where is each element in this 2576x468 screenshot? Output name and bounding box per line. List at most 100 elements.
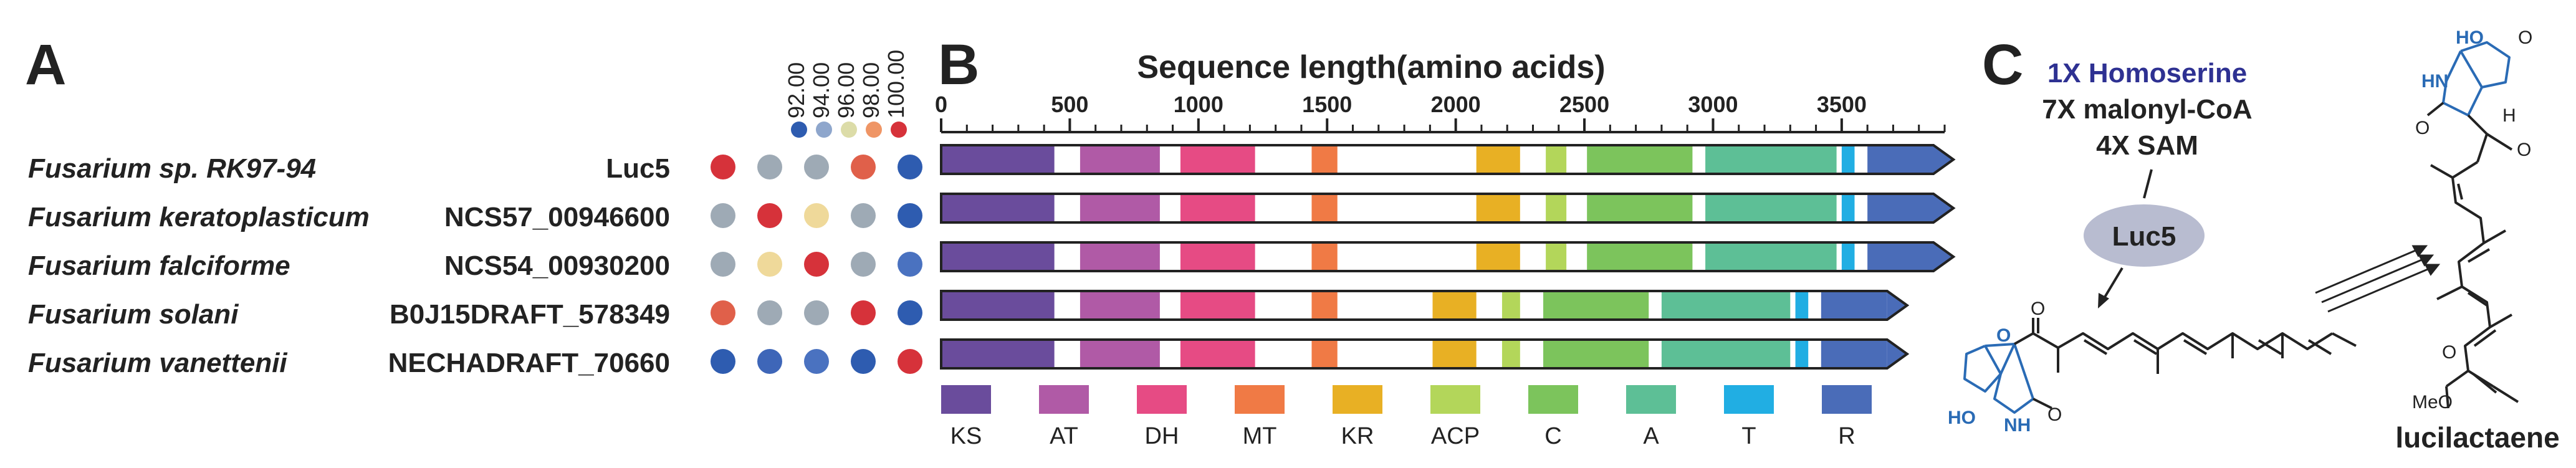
legend-label-mt: MT xyxy=(1243,423,1277,449)
atom-nh: NH xyxy=(2004,415,2031,436)
domain-acp xyxy=(1501,292,1520,318)
domain-t xyxy=(1841,195,1855,221)
legend-swatch-dh xyxy=(1137,385,1187,414)
domain-mt xyxy=(1311,244,1338,270)
protein-bar xyxy=(940,193,1956,224)
identity-dot xyxy=(711,155,735,179)
legend-swatch-c xyxy=(1528,385,1578,414)
legend-label-ks: KS xyxy=(950,423,982,449)
atom-ho: HO xyxy=(2456,27,2484,48)
tick-label: 1000 xyxy=(1174,92,1223,117)
domain-arrow-tip xyxy=(1887,292,1905,318)
identity-dot xyxy=(757,349,782,374)
domain-mt xyxy=(1311,195,1338,221)
domain-at xyxy=(1080,341,1160,367)
legend-swatch xyxy=(891,122,907,138)
domain-kr xyxy=(1476,244,1520,270)
domain-c xyxy=(1587,195,1693,221)
gene-id-list: Luc5 NCS57_00946600 NCS54_00930200 B0J15… xyxy=(388,153,670,378)
identity-dot xyxy=(804,155,829,179)
product-name: lucilactaene xyxy=(2395,421,2559,454)
protein-bar xyxy=(940,144,1956,175)
enzyme-ellipse xyxy=(2084,204,2205,267)
domain-mt xyxy=(1311,341,1338,367)
legend-label: 96.00 xyxy=(833,62,859,118)
legend-swatch-r xyxy=(1822,385,1872,414)
domain-r xyxy=(1867,146,1933,173)
domain-kr xyxy=(1432,292,1477,318)
domain-arrow-tip xyxy=(1933,146,1951,173)
domain-ks xyxy=(941,292,1055,318)
legend-label: 92.00 xyxy=(783,62,809,118)
domain-dh xyxy=(1180,195,1255,221)
domain-ks xyxy=(941,195,1055,221)
domain-arrow-tip xyxy=(1887,341,1905,367)
domain-a xyxy=(1705,244,1837,270)
atom-h: H xyxy=(2502,105,2516,126)
tick-label: 0 xyxy=(935,92,947,117)
protein-border xyxy=(940,144,1956,175)
identity-dot xyxy=(898,252,922,277)
domain-r xyxy=(1867,244,1933,270)
domain-a xyxy=(1705,195,1837,221)
legend-swatch-kr xyxy=(1333,385,1382,414)
identity-dot xyxy=(804,300,829,325)
domain-kr xyxy=(1476,195,1520,221)
domain-t xyxy=(1841,146,1855,173)
species-list: Fusarium sp. RK97-94 Fusarium keratoplas… xyxy=(28,153,370,378)
domain-acp xyxy=(1546,244,1567,270)
identity-dot xyxy=(851,155,876,179)
identity-dot xyxy=(757,252,782,277)
identity-dot xyxy=(898,203,922,228)
panel-c-label: C xyxy=(1982,33,2023,97)
enzyme-label: Luc5 xyxy=(2112,221,2176,252)
gene-id: NCS54_00930200 xyxy=(444,251,670,281)
domain-r xyxy=(1821,341,1887,367)
tick-label: 2000 xyxy=(1431,92,1481,117)
domain-a xyxy=(1705,146,1837,173)
identity-dot xyxy=(851,252,876,277)
triple-arrow xyxy=(2315,245,2441,313)
identity-dot xyxy=(898,349,922,374)
identity-dot xyxy=(711,252,735,277)
identity-dot xyxy=(851,349,876,374)
domain-c xyxy=(1587,146,1693,173)
intermediate-structure xyxy=(1963,318,2357,414)
domain-legend: KS AT DH MT KR ACP C A T R xyxy=(941,385,1872,449)
identity-legend: 92.00 94.00 96.00 98.00 100.00 xyxy=(783,50,909,138)
protein-bar xyxy=(940,290,1910,321)
legend-swatch xyxy=(841,122,857,138)
atom-hn: HN xyxy=(2421,71,2448,92)
legend-swatch-mt xyxy=(1235,385,1285,414)
legend-swatch-ks xyxy=(941,385,991,414)
legend-swatch-acp xyxy=(1430,385,1480,414)
identity-dot xyxy=(757,203,782,228)
gene-id: NCS57_00946600 xyxy=(444,202,670,232)
domain-at xyxy=(1080,146,1160,173)
identity-dot xyxy=(804,203,829,228)
legend-swatch-at xyxy=(1039,385,1089,414)
arrow-head xyxy=(2098,293,2109,308)
domain-ks xyxy=(941,341,1055,367)
legend-swatch-a xyxy=(1626,385,1676,414)
protein-border xyxy=(940,193,1956,224)
domain-acp xyxy=(1546,195,1567,221)
reaction-arrow xyxy=(2102,267,2124,300)
substrate-sam: 4X SAM xyxy=(2096,130,2198,161)
domain-dh xyxy=(1180,292,1255,318)
domain-t xyxy=(1841,244,1855,270)
domain-t xyxy=(1795,341,1809,367)
atom-ho: HO xyxy=(1948,408,1976,428)
identity-dot xyxy=(711,203,735,228)
domain-a xyxy=(1661,292,1791,318)
species-name: Fusarium keratoplasticum xyxy=(28,202,370,232)
legend-label: 98.00 xyxy=(858,62,884,118)
domain-mt xyxy=(1311,146,1338,173)
legend-label: 100.00 xyxy=(883,50,909,118)
domain-arrow-tip xyxy=(1933,195,1951,221)
identity-dot xyxy=(757,300,782,325)
species-name: Fusarium falciforme xyxy=(28,251,290,281)
legend-label-a: A xyxy=(1643,423,1659,449)
x-axis: 0 500 1000 1500 2000 2500 3000 3500 xyxy=(935,92,1946,133)
domain-r xyxy=(1821,292,1887,318)
